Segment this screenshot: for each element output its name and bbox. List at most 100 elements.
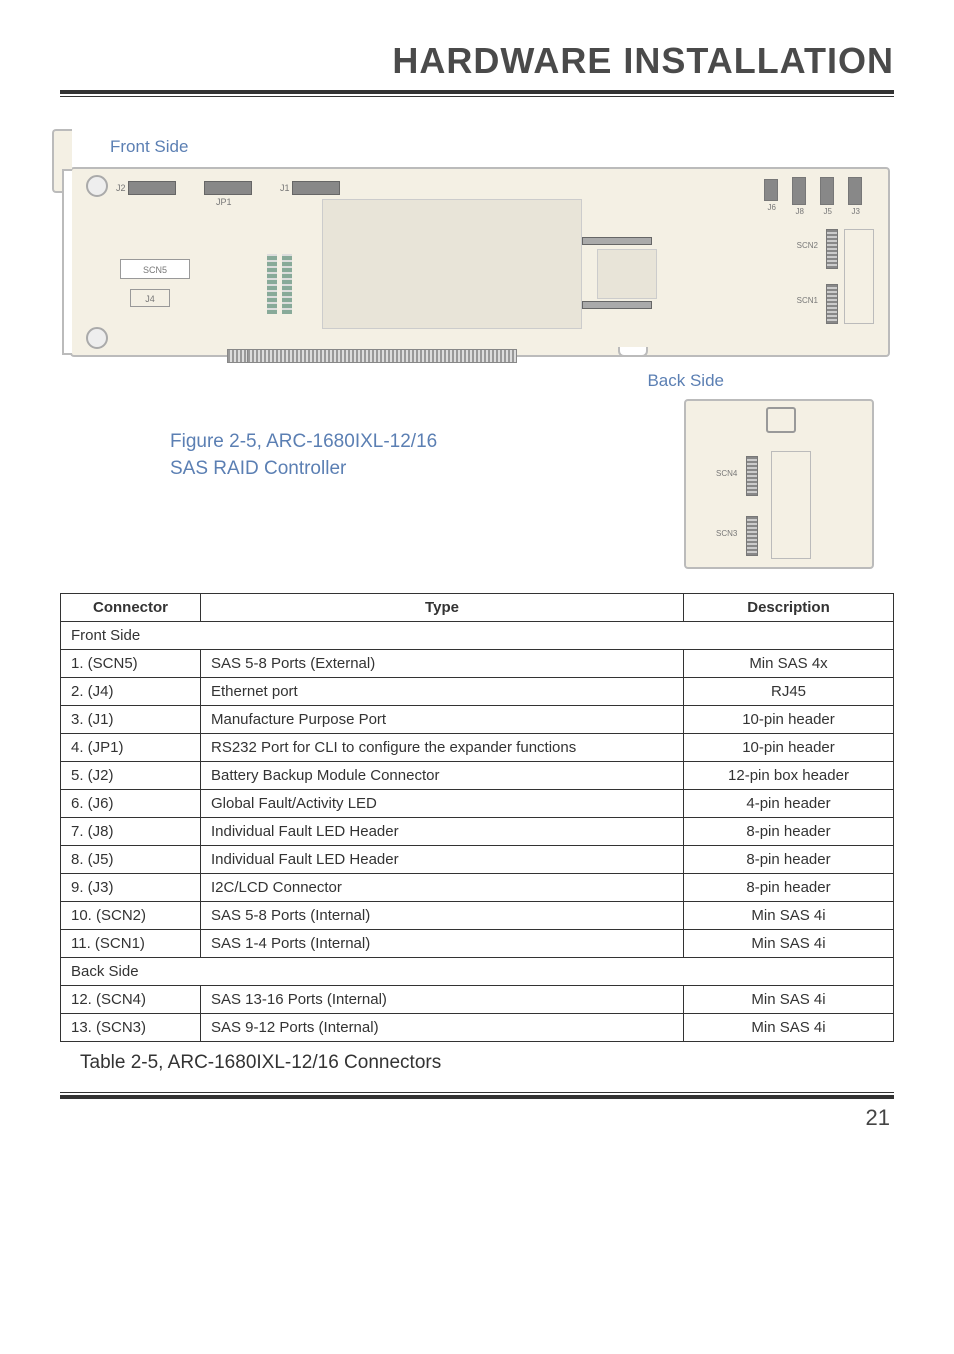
cell-description: Min SAS 4i [684,986,894,1014]
cell-description: 8-pin header [684,846,894,874]
jp1-label: JP1 [216,197,232,207]
cell-type: SAS 9-12 Ports (Internal) [201,1014,684,1042]
scn2-label: SCN2 [797,241,818,250]
title-rule-thick [60,90,894,94]
table-row: 3. (J1)Manufacture Purpose Port10-pin he… [61,706,894,734]
cell-type: Battery Backup Module Connector [201,762,684,790]
main-chip [322,199,582,329]
back-side-label: Back Side [60,371,724,391]
table-row: 12. (SCN4)SAS 13-16 Ports (Internal)Min … [61,986,894,1014]
small-conn [582,237,652,245]
table-section: Front Side [61,622,894,650]
table-row: 11. (SCN1)SAS 1-4 Ports (Internal)Min SA… [61,930,894,958]
cell-description: 8-pin header [684,818,894,846]
j6-socket [764,179,778,201]
connector-table: Connector Type Description Front Side1. … [60,593,894,1042]
cell-type: Individual Fault LED Header [201,846,684,874]
th-description: Description [684,594,894,622]
scn3-label: SCN3 [716,529,737,538]
cell-connector: 9. (J3) [61,874,201,902]
screw-icon [86,175,108,197]
cell-description: Min SAS 4i [684,1014,894,1042]
j2-header [128,181,176,195]
th-connector: Connector [61,594,201,622]
capacitor-rail [282,254,292,314]
table-row: 6. (J6)Global Fault/Activity LED4-pin he… [61,790,894,818]
cell-type: Individual Fault LED Header [201,818,684,846]
cell-type: I2C/LCD Connector [201,874,684,902]
cell-description: 12-pin box header [684,762,894,790]
page-title: HARDWARE INSTALLATION [60,40,894,82]
cell-connector: 1. (SCN5) [61,650,201,678]
j4-connector: J4 [130,289,170,307]
cell-description: 4-pin header [684,790,894,818]
cell-type: Manufacture Purpose Port [201,706,684,734]
table-row: 1. (SCN5)SAS 5-8 Ports (External)Min SAS… [61,650,894,678]
cell-description: 10-pin header [684,706,894,734]
cell-type: SAS 1-4 Ports (Internal) [201,930,684,958]
small-conn [582,301,652,309]
mounting-bracket [62,169,72,355]
table-row: 8. (J5)Individual Fault LED Header8-pin … [61,846,894,874]
cell-description: Min SAS 4i [684,902,894,930]
table-row: 2. (J4)Ethernet portRJ45 [61,678,894,706]
j1-header [292,181,340,195]
j5-socket [820,177,834,205]
title-rule-thin [60,96,894,97]
table-row: 13. (SCN3)SAS 9-12 Ports (Internal)Min S… [61,1014,894,1042]
edge-connector [247,349,517,363]
cell-description: 10-pin header [684,734,894,762]
table-section: Back Side [61,958,894,986]
cell-connector: 4. (JP1) [61,734,201,762]
front-side-label: Front Side [110,137,894,157]
cell-type: SAS 5-8 Ports (Internal) [201,902,684,930]
cell-type: SAS 5-8 Ports (External) [201,650,684,678]
table-row: 7. (J8)Individual Fault LED Header8-pin … [61,818,894,846]
cell-type: SAS 13-16 Ports (Internal) [201,986,684,1014]
cell-type: Ethernet port [201,678,684,706]
footer-rule-thin [60,1092,894,1093]
scn4-connector [746,456,758,496]
notch [618,347,648,357]
cell-description: Min SAS 4x [684,650,894,678]
footer-rule-thick [60,1095,894,1099]
cell-type: Global Fault/Activity LED [201,790,684,818]
page-number: 21 [60,1105,894,1131]
capacitor-rail [267,254,277,314]
secondary-chip [597,249,657,299]
pcb-back-board: SCN4 SCN3 [684,399,874,569]
cell-connector: 8. (J5) [61,846,201,874]
scn1-connector [826,284,838,324]
table-row: 9. (J3)I2C/LCD Connector8-pin header [61,874,894,902]
scn5-connector: SCN5 [120,259,190,279]
pcb-diagram: Front Side J2 JP1 J1 SCN5 J4 J6 J8 [60,137,894,569]
j5-label: J5 [824,207,832,216]
cell-description: Min SAS 4i [684,930,894,958]
j3-label: J3 [852,207,860,216]
j8-label: J8 [796,207,804,216]
cell-connector: 13. (SCN3) [61,1014,201,1042]
cell-connector: 3. (J1) [61,706,201,734]
table-row: 10. (SCN2)SAS 5-8 Ports (Internal)Min SA… [61,902,894,930]
cell-connector: 5. (J2) [61,762,201,790]
cell-description: 8-pin header [684,874,894,902]
cell-connector: 11. (SCN1) [61,930,201,958]
j2-label: J2 [116,183,126,193]
back-top-connector [766,407,796,433]
table-row: 5. (J2)Battery Backup Module Connector12… [61,762,894,790]
scn4-label: SCN4 [716,469,737,478]
figure-caption: Figure 2-5, ARC-1680IXL-12/16 SAS RAID C… [170,429,654,482]
pcb-front-board: J2 JP1 J1 SCN5 J4 J6 J8 J5 J3 SCN2 [70,167,890,357]
scn2-connector [826,229,838,269]
cell-connector: 10. (SCN2) [61,902,201,930]
j3-socket [848,177,862,205]
j8-socket [792,177,806,205]
j6-label: J6 [768,203,776,212]
cell-connector: 6. (J6) [61,790,201,818]
cell-connector: 7. (J8) [61,818,201,846]
table-row: 4. (JP1)RS232 Port for CLI to configure … [61,734,894,762]
bracket-right [844,229,874,324]
j1-label: J1 [280,183,290,193]
cell-description: RJ45 [684,678,894,706]
cell-type: RS232 Port for CLI to configure the expa… [201,734,684,762]
